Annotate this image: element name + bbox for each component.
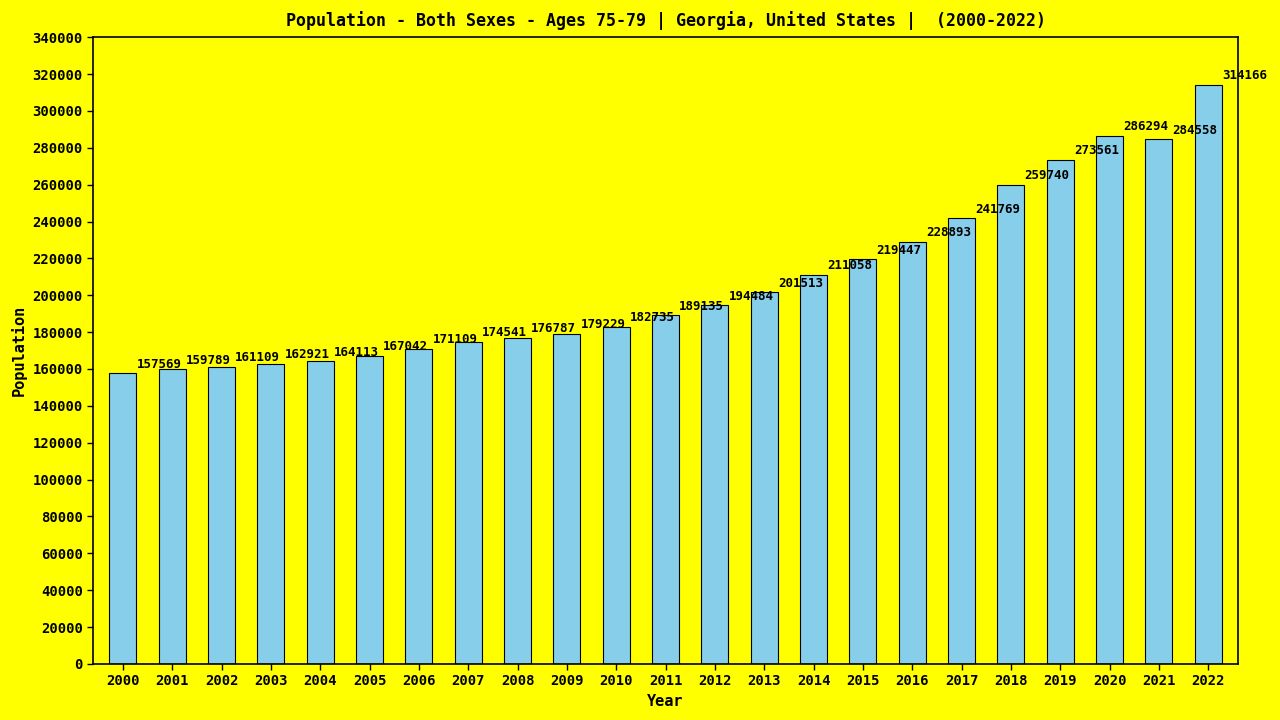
Bar bbox=[1194, 85, 1221, 664]
Bar bbox=[652, 315, 680, 664]
Text: 171109: 171109 bbox=[433, 333, 477, 346]
Bar bbox=[504, 338, 531, 664]
Text: 211058: 211058 bbox=[827, 259, 872, 272]
Bar bbox=[553, 333, 580, 664]
Text: 201513: 201513 bbox=[778, 276, 823, 289]
Bar bbox=[307, 361, 334, 664]
Bar bbox=[1096, 136, 1123, 664]
Text: 167042: 167042 bbox=[383, 341, 428, 354]
Bar bbox=[1146, 140, 1172, 664]
Bar bbox=[800, 275, 827, 664]
Bar bbox=[948, 218, 975, 664]
Text: 228893: 228893 bbox=[925, 226, 970, 239]
Bar bbox=[109, 374, 137, 664]
Text: 157569: 157569 bbox=[137, 358, 182, 371]
Text: 286294: 286294 bbox=[1123, 120, 1169, 133]
Bar bbox=[1047, 160, 1074, 664]
Bar bbox=[701, 305, 728, 664]
Title: Population - Both Sexes - Ages 75-79 | Georgia, United States |  (2000-2022): Population - Both Sexes - Ages 75-79 | G… bbox=[285, 11, 1046, 30]
Bar bbox=[356, 356, 383, 664]
Text: 314166: 314166 bbox=[1221, 69, 1267, 82]
Text: 179229: 179229 bbox=[580, 318, 626, 330]
Y-axis label: Population: Population bbox=[12, 305, 27, 396]
Bar bbox=[850, 259, 877, 664]
Bar bbox=[603, 327, 630, 664]
Bar bbox=[454, 342, 481, 664]
Bar bbox=[899, 242, 925, 664]
Text: 164113: 164113 bbox=[334, 346, 379, 359]
X-axis label: Year: Year bbox=[648, 694, 684, 709]
Text: 219447: 219447 bbox=[877, 243, 922, 256]
Text: 284558: 284558 bbox=[1172, 124, 1217, 137]
Bar bbox=[209, 367, 236, 664]
Text: 241769: 241769 bbox=[975, 202, 1020, 215]
Text: 189135: 189135 bbox=[680, 300, 724, 312]
Bar bbox=[750, 292, 778, 664]
Text: 161109: 161109 bbox=[236, 351, 280, 364]
Text: 259740: 259740 bbox=[1024, 169, 1069, 182]
Bar bbox=[159, 369, 186, 664]
Bar bbox=[257, 364, 284, 664]
Bar bbox=[997, 185, 1024, 664]
Text: 159789: 159789 bbox=[186, 354, 230, 366]
Text: 194484: 194484 bbox=[728, 289, 773, 302]
Text: 162921: 162921 bbox=[284, 348, 329, 361]
Text: 174541: 174541 bbox=[481, 326, 527, 339]
Text: 176787: 176787 bbox=[531, 323, 576, 336]
Text: 182735: 182735 bbox=[630, 311, 675, 324]
Text: 273561: 273561 bbox=[1074, 144, 1119, 157]
Bar bbox=[406, 348, 433, 664]
